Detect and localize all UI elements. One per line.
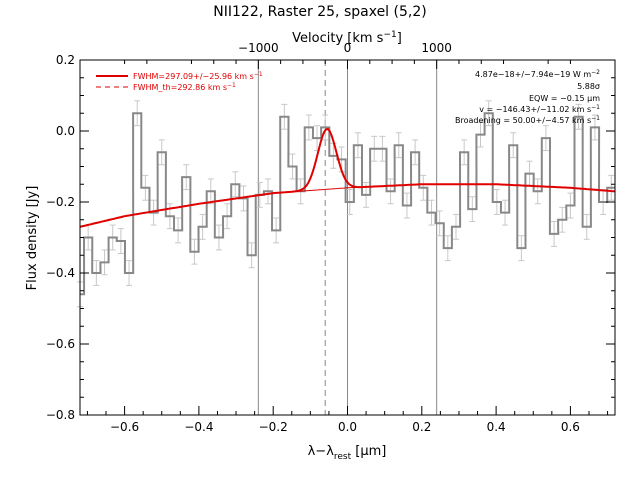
annotation-flux: 4.87e−18+/−7.94e−19 W m−2 (475, 69, 600, 79)
annotation-velocity: v = −146.43+/−11.02 km s−1 (479, 104, 600, 114)
y-tick-label: 0.2 (56, 53, 75, 67)
y-tick-label: −0.4 (46, 266, 75, 280)
top-tick-label: 0 (344, 41, 352, 55)
legend-label-fwhm-th: FWHM_th=292.86 km s−1 (133, 82, 236, 92)
annotation-broadening: Broadening = 50.00+/−4.57 km s−1 (455, 115, 600, 125)
legend: FWHM=297.09+/−25.96 km s−1 FWHM_th=292.8… (96, 71, 263, 92)
x-axis: −0.6 −0.4 −0.2 0.0 0.2 0.4 0.6 (86, 406, 609, 434)
fit-baseline (79, 183, 616, 228)
x-tick-label: −0.2 (259, 420, 288, 434)
y-axis-label: Flux density [Jy] (25, 186, 40, 291)
y-tick-label: 0.0 (56, 124, 75, 138)
x-tick-label: 0.6 (561, 420, 580, 434)
fit-annotations: 4.87e−18+/−7.94e−19 W m−2 5.88σ EQW = −0… (455, 69, 600, 125)
x-tick-label: −0.4 (184, 420, 213, 434)
y-axis: −0.8 −0.6 −0.4 −0.2 0.0 0.2 (46, 53, 615, 422)
annotation-eqw: EQW = −0.15 μm (529, 94, 600, 103)
y-tick-label: −0.6 (46, 337, 75, 351)
x-tick-label: 0.2 (412, 420, 431, 434)
reference-lines (257, 60, 438, 415)
top-axis: −1000 0 1000 (124, 41, 571, 69)
y-tick-label: −0.8 (46, 408, 75, 422)
top-tick-label: −1000 (238, 41, 279, 55)
legend-label-fwhm: FWHM=297.09+/−25.96 km s−1 (133, 71, 263, 81)
chart-title: NII122, Raster 25, spaxel (5,2) (213, 4, 426, 20)
annotation-significance: 5.88σ (577, 82, 600, 91)
x-tick-label: 0.0 (338, 420, 357, 434)
y-tick-label: −0.2 (46, 195, 75, 209)
top-tick-label: 1000 (421, 41, 452, 55)
top-axis-label: Velocity [km s−1] (292, 30, 402, 46)
x-tick-label: −0.6 (110, 420, 139, 434)
x-tick-label: 0.4 (487, 420, 506, 434)
x-axis-label: λ−λrest [μm] (308, 444, 387, 462)
